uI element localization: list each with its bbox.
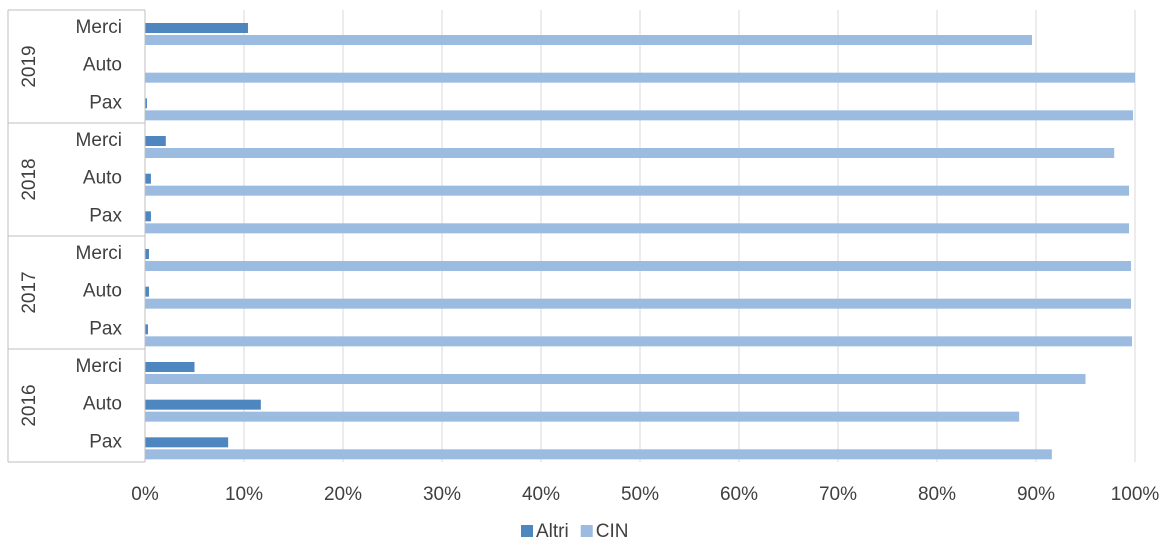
x-tick-label: 30%	[423, 484, 461, 505]
bar-altri	[145, 211, 151, 222]
bar-altri	[145, 98, 147, 109]
bar-altri	[145, 173, 151, 184]
legend-label: CIN	[596, 521, 629, 542]
x-tick-label: 50%	[621, 484, 659, 505]
category-label: Merci	[76, 17, 122, 38]
legend-swatch	[521, 525, 533, 537]
category-label: Pax	[89, 205, 122, 226]
category-label: Pax	[89, 318, 122, 339]
gridlines	[243, 10, 1136, 462]
bar-altri	[145, 437, 229, 448]
bar-altri	[145, 136, 166, 146]
x-tick-label: 70%	[819, 484, 857, 505]
group-label: 2016	[19, 384, 40, 426]
bar-altri	[145, 23, 248, 33]
legend-label: Altri	[536, 521, 569, 542]
legend-swatch	[580, 525, 593, 537]
category-label: Merci	[76, 356, 122, 377]
bar-cin	[145, 449, 1052, 460]
category-label: Auto	[83, 168, 122, 189]
x-tick-label: 0%	[131, 484, 159, 505]
bar-cin	[145, 148, 1115, 158]
group-label: 2017	[19, 271, 40, 313]
x-tick-label: 60%	[720, 484, 758, 505]
group-label: 2019	[19, 45, 40, 87]
category-label: Auto	[83, 394, 122, 415]
bars	[145, 23, 1135, 460]
bar-cin	[145, 298, 1132, 309]
axes	[7, 9, 146, 463]
bar-cin	[145, 336, 1133, 347]
x-tick-label: 80%	[918, 484, 956, 505]
bar-altri	[145, 362, 195, 372]
category-label: Auto	[83, 281, 122, 302]
x-tick-label: 100%	[1111, 484, 1160, 505]
legend: Altri CIN	[521, 521, 628, 542]
bar-cin	[145, 411, 1020, 422]
bar-cin	[145, 374, 1086, 384]
category-label: Merci	[76, 130, 122, 151]
bar-altri	[145, 399, 261, 410]
bar-altri	[145, 286, 149, 297]
category-label: Pax	[89, 431, 122, 452]
bar-cin	[145, 261, 1132, 271]
bar-cin	[145, 185, 1130, 196]
bar-cin	[145, 223, 1130, 234]
bar-cin	[145, 35, 1033, 45]
x-tick-label: 20%	[324, 484, 362, 505]
category-label: Pax	[89, 92, 122, 113]
x-tick-label: 40%	[522, 484, 560, 505]
bar-altri	[145, 324, 148, 335]
labels: 0% 10% 20% 30% 40% 50% 60% 70% 80% 90% 100% 2019 Mer…	[19, 17, 1159, 505]
bar-cin	[145, 110, 1134, 121]
group-label: 2018	[19, 158, 40, 200]
category-label: Auto	[83, 55, 122, 76]
x-tick-label: 90%	[1017, 484, 1055, 505]
bar-cin	[145, 72, 1135, 83]
category-label: Merci	[76, 243, 122, 264]
bar-altri	[145, 249, 149, 259]
x-tick-label: 10%	[225, 484, 263, 505]
